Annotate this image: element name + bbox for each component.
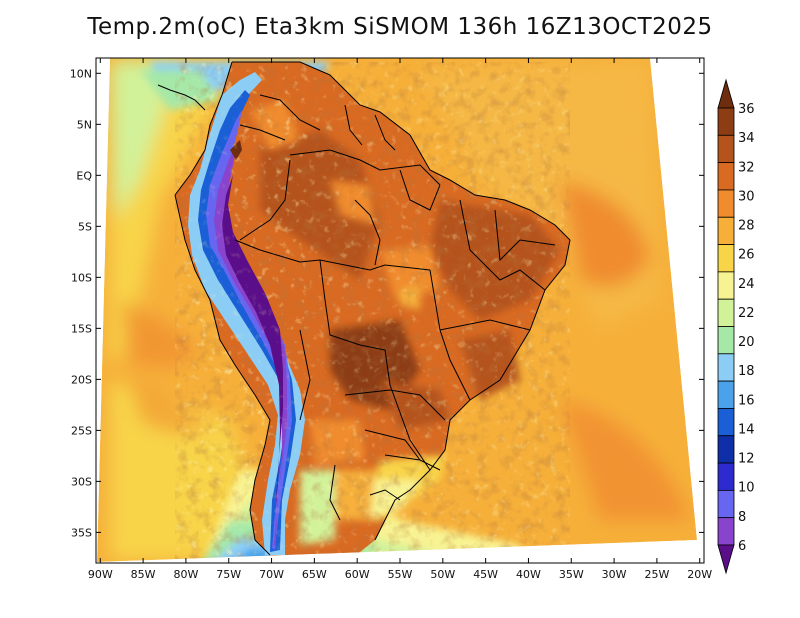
colorbar-label: 30 <box>738 189 755 204</box>
lat-label: 5S <box>78 220 92 233</box>
colorbar-label: 18 <box>738 364 755 379</box>
colorbar-label: 26 <box>738 248 755 263</box>
lon-label: 80W <box>173 568 198 581</box>
colorbar-label: 8 <box>738 510 746 525</box>
colorbar-label: 28 <box>738 219 755 234</box>
colorbar-swatch <box>717 134 735 164</box>
lon-label: 30W <box>602 568 627 581</box>
lat-label: 5N <box>77 118 92 131</box>
lon-label: 45W <box>473 568 498 581</box>
lon-label: 90W <box>88 568 113 581</box>
lon-label: 25W <box>644 568 669 581</box>
lat-label: 35S <box>71 526 92 539</box>
colorbar-label: 22 <box>738 306 755 321</box>
colorbar-label: 6 <box>738 539 746 554</box>
colorbar-swatch <box>717 462 735 491</box>
colorbar-swatch <box>717 517 735 546</box>
colorbar-swatch <box>717 380 735 409</box>
lon-label: 75W <box>216 568 241 581</box>
colorbar-label: 20 <box>738 335 755 350</box>
colorbar-swatch <box>717 326 735 355</box>
colorbar-label: 14 <box>738 422 755 437</box>
colorbar-swatch <box>717 216 735 245</box>
colorbar-label: 24 <box>738 277 755 292</box>
colorbar-swatch <box>717 107 735 136</box>
colorbar-swatch <box>717 162 735 191</box>
colorbar-top-arrow <box>717 78 735 109</box>
colorbar-swatch <box>717 298 735 327</box>
colorbar-swatch <box>717 353 735 382</box>
colorbar-bottom-arrow <box>717 544 735 575</box>
country-borders <box>157 61 571 556</box>
axis-ticks <box>96 58 704 563</box>
lat-label: 30S <box>71 475 92 488</box>
lon-label: 85W <box>131 568 156 581</box>
lon-label: 20W <box>687 568 712 581</box>
lon-label: 40W <box>516 568 541 581</box>
colorbar-swatch <box>717 189 735 218</box>
lat-label: 15S <box>71 322 92 335</box>
colorbar-swatch <box>717 244 735 273</box>
colorbar-label: 12 <box>738 452 755 467</box>
colorbar-label: 32 <box>738 160 755 175</box>
lon-label: 50W <box>430 568 455 581</box>
longitude-labels: 90W 85W 80W 75W 70W 65W 60W 55W 50W 45W 40W 35W 30W 2… <box>88 568 712 581</box>
colorbar: 36 34 32 30 28 26 24 22 20 18 16 14 12 10 8 6 <box>717 78 755 575</box>
colorbar-swatch <box>717 271 735 300</box>
colorbar-label: 16 <box>738 393 755 408</box>
lon-label: 55W <box>388 568 413 581</box>
latitude-labels: 10N 5N EQ 5S 10S 15S 20S 25S 30S 35S <box>70 67 93 539</box>
temperature-field <box>96 58 704 563</box>
lon-label: 60W <box>345 568 370 581</box>
colorbar-label: 10 <box>738 481 755 496</box>
lat-label: EQ <box>76 169 92 182</box>
lon-label: 65W <box>302 568 327 581</box>
lat-label: 10S <box>71 271 92 284</box>
lon-label: 70W <box>259 568 284 581</box>
lon-label: 35W <box>559 568 584 581</box>
lat-label: 20S <box>71 373 92 386</box>
colorbar-label: 36 <box>738 102 755 117</box>
lat-label: 25S <box>71 424 92 437</box>
map-title: Temp.2m(oC) Eta3km SiSMOM 136h 16Z13OCT2… <box>87 14 713 40</box>
colorbar-swatch <box>717 435 735 464</box>
colorbar-swatch <box>717 408 735 437</box>
lat-label: 10N <box>70 67 92 80</box>
colorbar-label: 34 <box>738 131 755 146</box>
colorbar-swatch <box>717 489 735 519</box>
